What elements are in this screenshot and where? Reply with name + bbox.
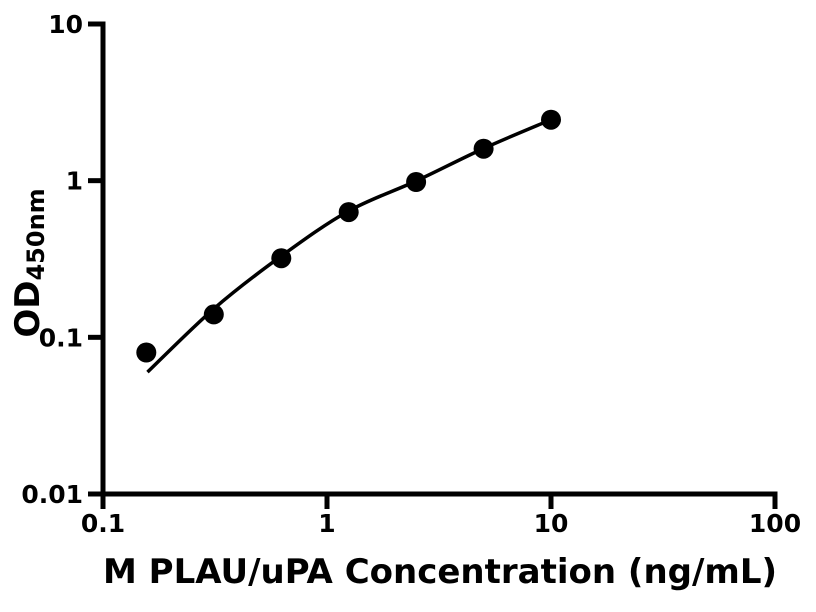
y-tick-label: 0.01 xyxy=(21,480,83,509)
y-axis-title: OD450nm xyxy=(0,123,56,403)
x-tick-label: 100 xyxy=(749,509,801,538)
data-point xyxy=(473,138,494,159)
data-point xyxy=(203,304,224,325)
data-point xyxy=(136,342,157,363)
x-axis-title: M PLAU/uPA Concentration (ng/mL) xyxy=(103,552,778,592)
data-point xyxy=(406,172,427,192)
fit-curve xyxy=(146,118,552,374)
data-point xyxy=(271,248,292,269)
x-tick-label: 1 xyxy=(318,509,335,538)
y-tick-label: 1 xyxy=(66,167,83,196)
y-tick-label: 10 xyxy=(48,10,83,39)
x-tick-label: 10 xyxy=(534,509,569,538)
y-tick-label: 0.1 xyxy=(39,323,83,352)
data-point xyxy=(541,109,561,130)
data-point xyxy=(338,202,359,223)
x-tick-label: 0.1 xyxy=(81,509,125,538)
y-axis-title-subscript: 450nm xyxy=(22,188,50,281)
y-axis-title-main: OD xyxy=(8,280,48,338)
